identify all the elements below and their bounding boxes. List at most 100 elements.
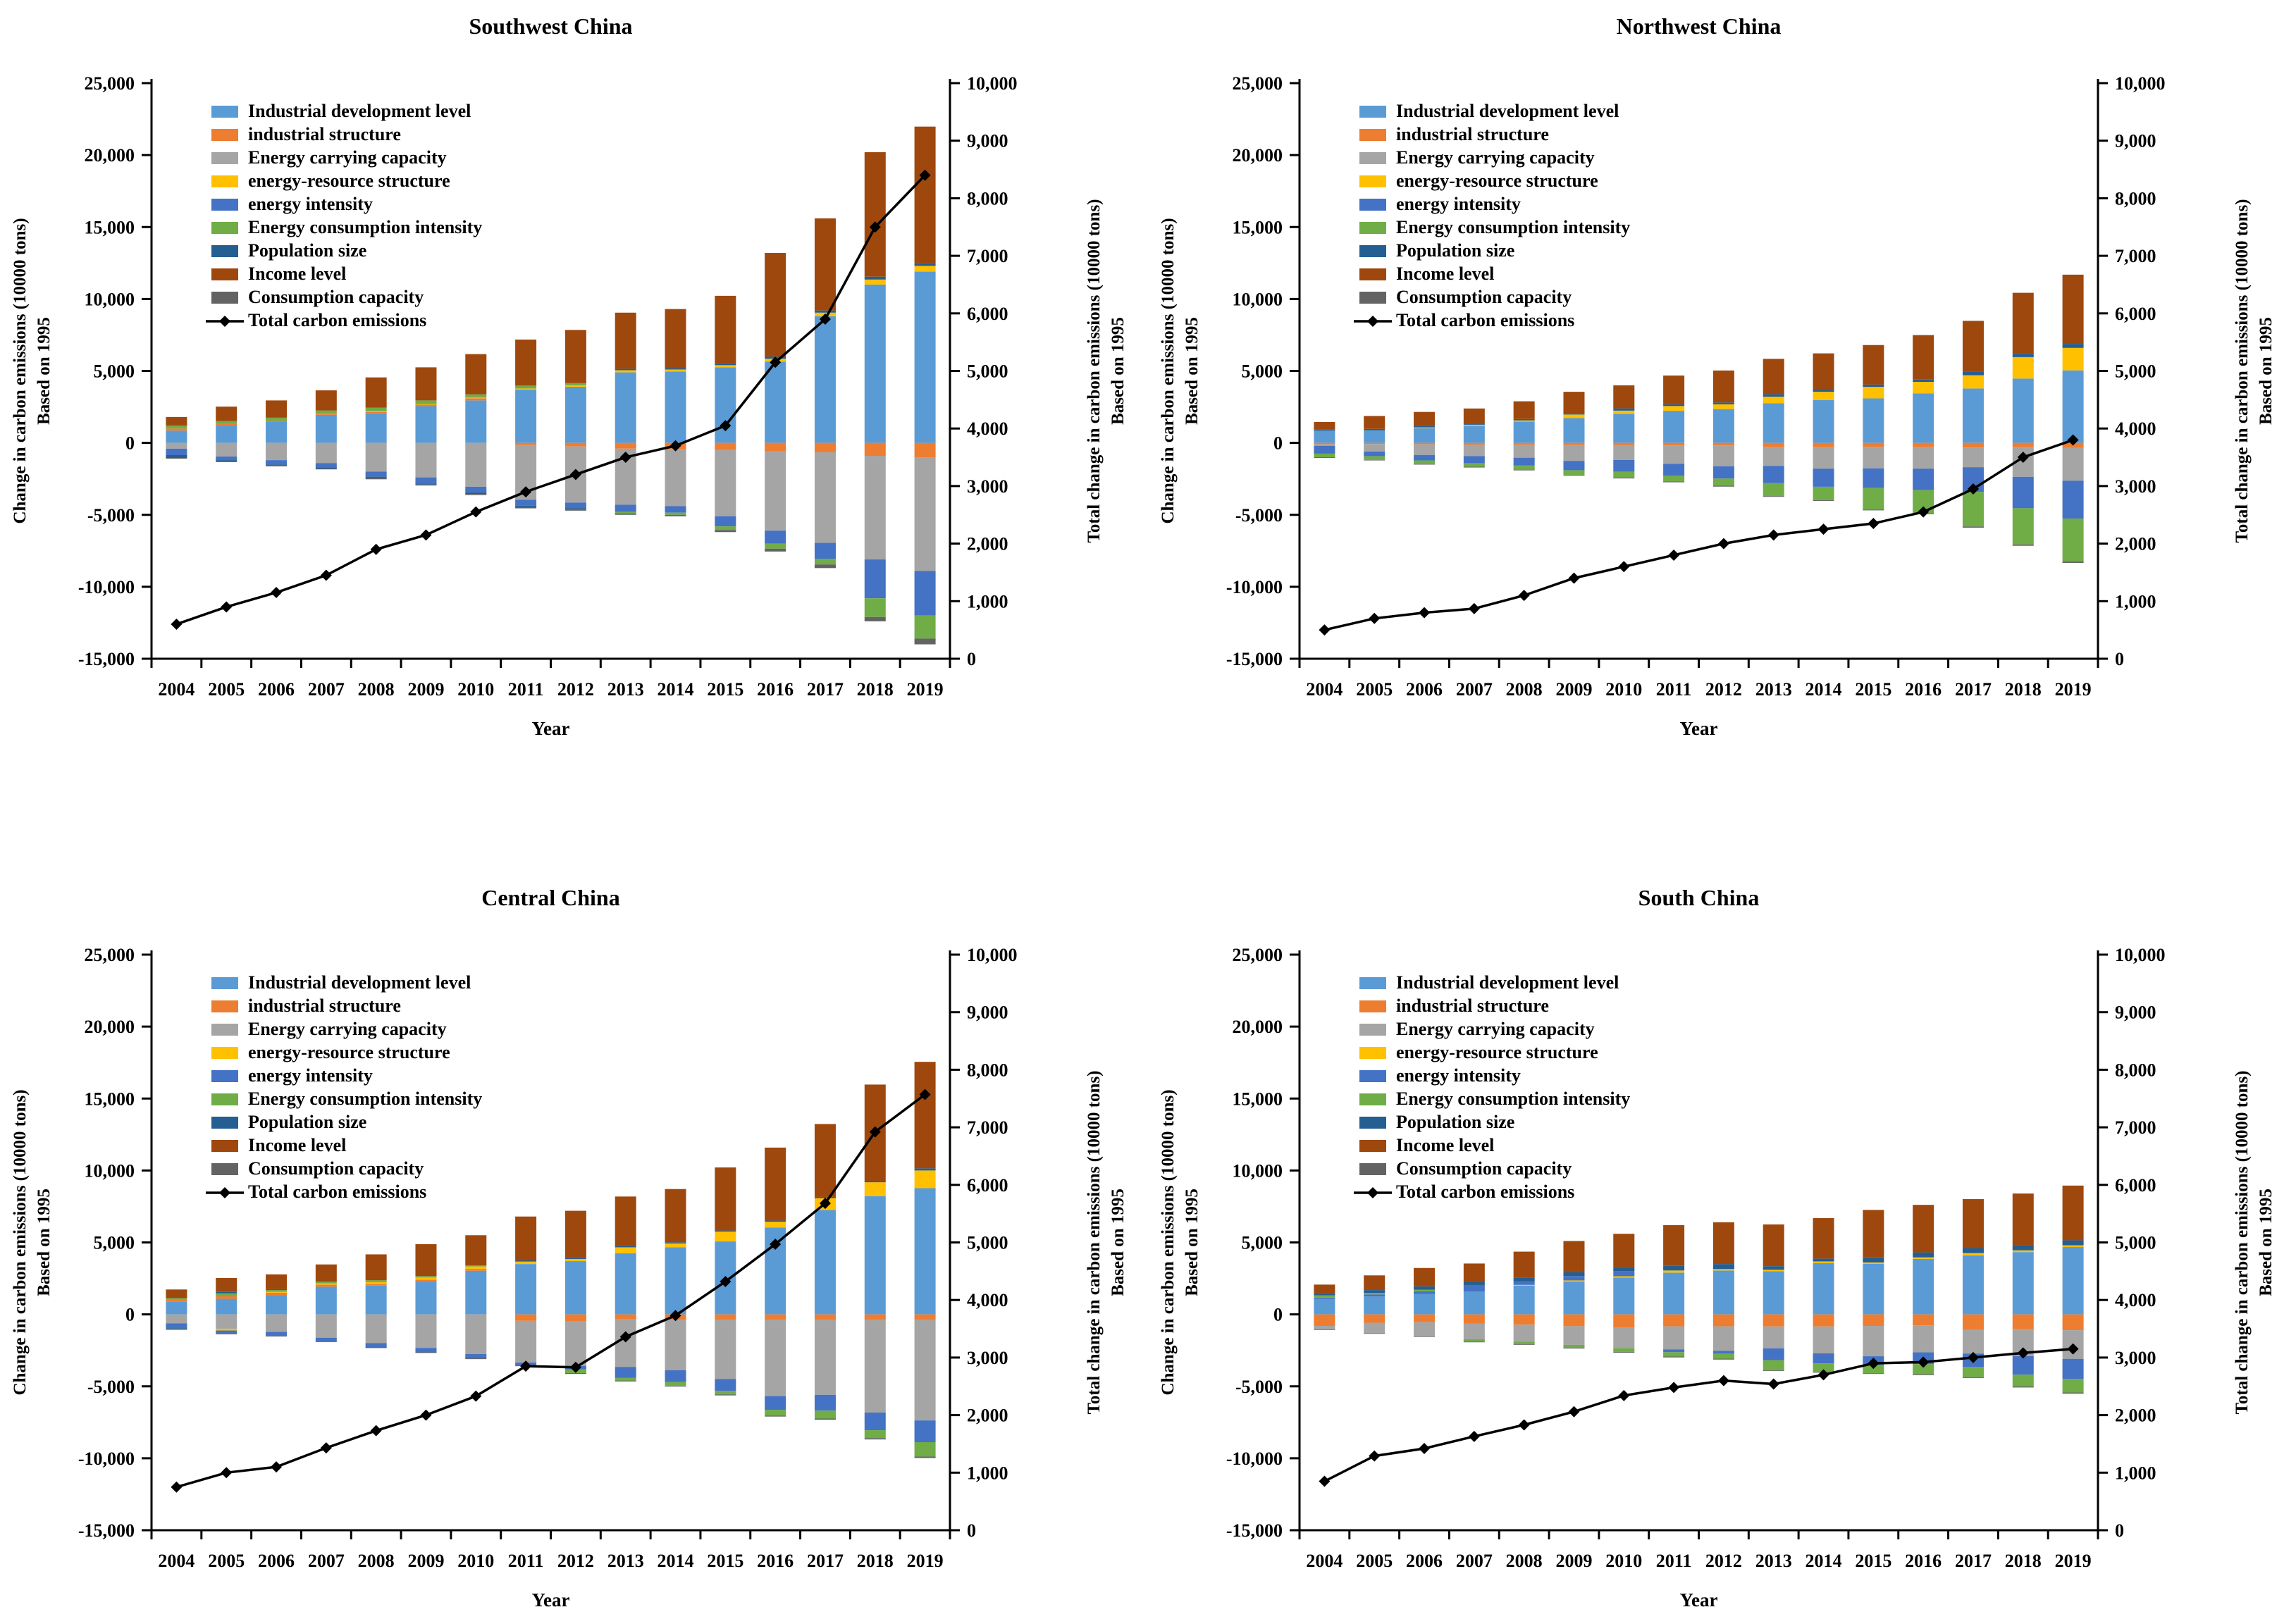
bar-segment [166,428,187,431]
right-axis-tick-label: 9,000 [967,1003,1008,1023]
legend-item-label: industrial structure [248,124,401,144]
bar-segment [1463,1282,1485,1285]
bar-segment [1962,1367,1984,1377]
bar-segment [315,1337,337,1342]
legend-swatch-icon [211,268,238,280]
bar-segment [615,372,636,443]
bar-segment [564,386,586,443]
bar-segment [914,571,936,616]
bar-segment [2012,544,2034,546]
diamond-marker [869,221,881,233]
bar-segment [1712,445,1734,466]
legend-swatch-icon [211,977,238,989]
bar-year-2007 [1463,408,1485,468]
x-axis-year-label: 2014 [1806,1551,1842,1571]
x-axis-year-label: 2016 [1905,679,1942,700]
legend-swatch-icon [211,1163,238,1175]
bar-segment [1813,447,1834,469]
x-axis-year-label: 2006 [1406,1551,1443,1571]
bar-segment [1712,404,1734,409]
bar-segment [1813,390,1834,392]
bar-segment [914,263,936,266]
chart-title: South China [1638,885,1760,910]
left-axis-tick-label: -5,000 [1235,1377,1283,1397]
bar-segment [315,1283,337,1285]
bar-segment [914,271,936,443]
bar-segment [615,442,636,449]
bar-segment [665,1247,686,1315]
diamond-marker [420,1409,432,1421]
bar-segment [1763,466,1784,483]
legend-swatch-icon [1359,268,1386,280]
bar-segment [1863,345,1884,385]
left-axis-tick-label: 15,000 [85,217,135,237]
x-axis-year-label: 2019 [2055,1551,2092,1571]
bar-segment [266,1289,288,1291]
legend-swatch-icon [1359,977,1386,989]
bar-segment [2012,1193,2034,1246]
left-axis-tick-label: -15,000 [1226,1520,1283,1541]
bar-segment [1563,1280,1585,1282]
diamond-marker [520,486,532,498]
bar-segment [1763,442,1784,447]
bar-segment [1712,485,1734,487]
legend-item-label: Income level [1396,1135,1494,1155]
bar-segment [1563,461,1585,471]
right-axis-tick-label: 4,000 [2115,1290,2156,1310]
legend-item-label: industrial structure [1396,995,1549,1016]
bar-segment [166,458,187,459]
bar-segment [266,420,288,423]
bar-segment [2012,292,2034,354]
bar-segment [864,1438,886,1440]
legend-swatch-icon [211,222,238,234]
bar-segment [814,1418,836,1420]
legend-swatch-icon [1359,199,1386,211]
bar-segment [365,478,387,480]
bar-segment [564,442,586,447]
right-axis-tick-label: 7,000 [2115,246,2156,266]
bar-segment [814,1210,836,1315]
legend-diamond-icon [219,1187,230,1198]
bar-segment [1563,475,1585,476]
bar-segment [864,1181,886,1183]
bar-segment [1712,370,1734,403]
x-axis-year-label: 2004 [158,679,195,700]
bar-segment [1712,1358,1734,1360]
x-axis-year-label: 2010 [1605,1551,1642,1571]
chart-root: Northwest China 25,000 20,000 15,000 10,000 5… [1159,13,2276,739]
left-axis-title-line2: Based on 1995 [35,1189,54,1296]
bar-segment [266,464,288,466]
left-axis-tick-label: 25,000 [1233,73,1283,94]
x-axis-year-label: 2016 [1905,1551,1942,1571]
bar-segment [216,1293,237,1296]
x-axis-year-label: 2013 [607,679,644,700]
bar-segment [715,442,736,450]
bar-segment [814,316,836,443]
bar-segment [2062,1392,2084,1394]
left-axis-tick-label: -5,000 [1235,505,1283,526]
right-axis-tick-label: 0 [2115,649,2124,669]
bar-segment [1563,413,1585,415]
bar-segment [1813,1363,1834,1372]
bar-segment [1513,465,1535,470]
bar-segment [564,508,586,510]
legend-swatch-icon [1359,1140,1386,1152]
bar-year-2012 [1712,1222,1734,1360]
bar-year-2017 [814,218,836,569]
legend-swatch-icon [1359,222,1386,234]
bar-segment [465,1266,487,1270]
left-axis-tick-label: 10,000 [1233,289,1283,309]
bar-segment [365,1254,387,1281]
bar-segment [1563,442,1585,445]
bar-segment [1613,414,1635,443]
bar-segment [765,543,786,549]
left-axis-tick-label: 5,000 [1242,361,1283,382]
bar-segment [1613,1271,1635,1277]
bar-segment [1414,454,1436,461]
bar-segment [365,476,387,478]
bar-segment [465,394,487,398]
legend-item-label: energy intensity [248,1065,373,1086]
x-axis-title: Year [532,1589,570,1611]
bar-segment [1364,459,1385,461]
bar-segment [415,1351,437,1353]
